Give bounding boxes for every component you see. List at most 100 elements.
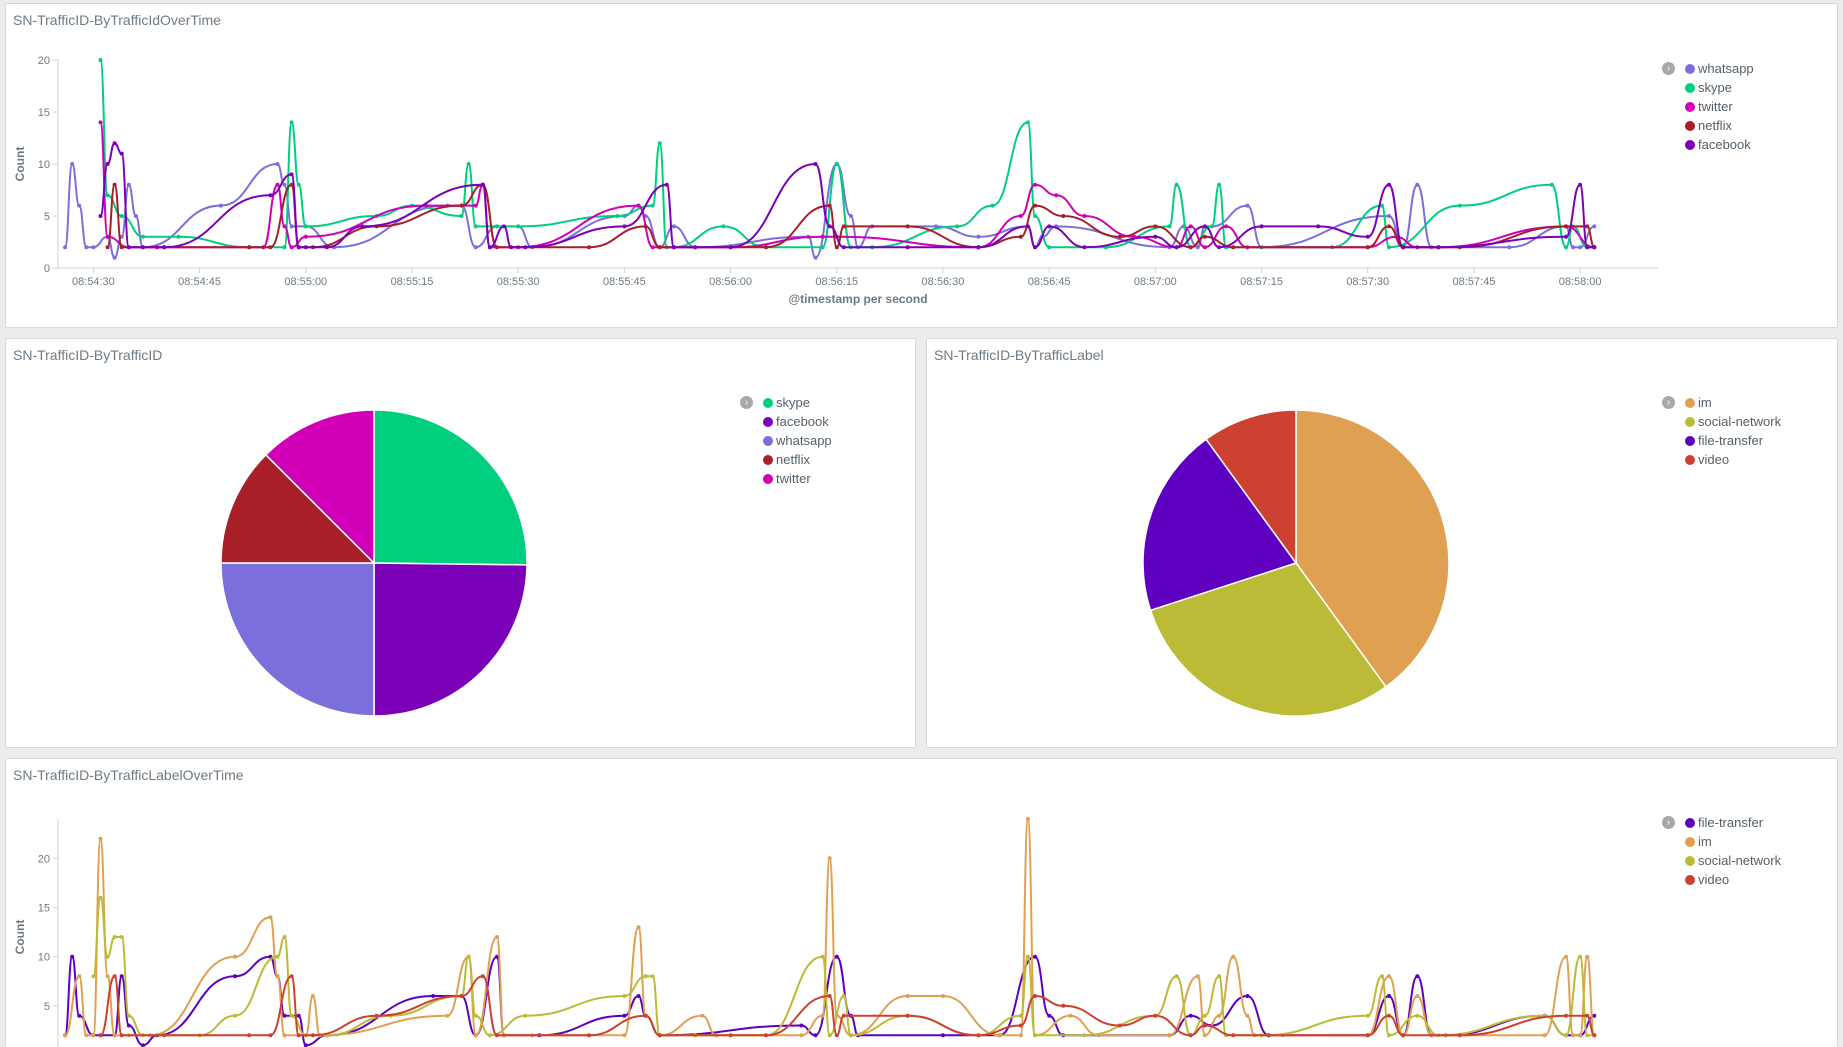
- data-point-twitter[interactable]: [98, 120, 103, 125]
- data-point-whatsapp[interactable]: [77, 203, 82, 208]
- data-point-file-transfer[interactable]: [1033, 954, 1037, 959]
- data-point-facebook[interactable]: [1082, 245, 1087, 250]
- data-point-facebook[interactable]: [671, 245, 676, 250]
- data-point-skype[interactable]: [459, 214, 464, 218]
- data-point-social-network[interactable]: [1174, 974, 1179, 979]
- data-point-im[interactable]: [310, 994, 315, 998]
- data-point-whatsapp[interactable]: [84, 245, 89, 250]
- data-point-facebook[interactable]: [268, 193, 273, 198]
- data-point-netflix[interactable]: [1188, 245, 1193, 250]
- data-point-social-network[interactable]: [275, 954, 280, 959]
- data-point-facebook[interactable]: [1436, 245, 1441, 250]
- data-point-skype[interactable]: [1033, 214, 1037, 218]
- legend-item-file-transfer[interactable]: file-transfer: [1685, 815, 1763, 831]
- data-point-facebook[interactable]: [1174, 245, 1179, 250]
- legend-item-im[interactable]: im: [1685, 395, 1712, 411]
- data-point-social-network[interactable]: [1025, 954, 1030, 959]
- data-point-social-network[interactable]: [126, 1013, 131, 1018]
- data-point-im[interactable]: [1564, 954, 1568, 959]
- data-point-im[interactable]: [700, 1013, 705, 1018]
- data-point-netflix[interactable]: [1061, 214, 1066, 218]
- data-point-skype[interactable]: [955, 224, 960, 229]
- data-point-video[interactable]: [643, 1013, 648, 1018]
- data-point-skype[interactable]: [1210, 224, 1214, 229]
- legend-item-twitter[interactable]: twitter: [1685, 99, 1733, 115]
- data-point-facebook[interactable]: [1217, 245, 1222, 250]
- data-point-social-network[interactable]: [466, 954, 471, 959]
- data-point-im[interactable]: [941, 994, 945, 998]
- data-point-file-transfer[interactable]: [1245, 994, 1250, 998]
- data-point-video[interactable]: [1061, 1003, 1066, 1008]
- data-point-whatsapp[interactable]: [671, 224, 676, 229]
- pie-slice-file-transfer[interactable]: [1142, 438, 1298, 612]
- data-point-skype[interactable]: [990, 203, 995, 208]
- data-point-netflix[interactable]: [459, 203, 464, 208]
- data-point-netflix[interactable]: [247, 245, 252, 250]
- data-point-video[interactable]: [310, 1033, 315, 1038]
- data-point-im[interactable]: [1231, 954, 1236, 959]
- data-point-social-network[interactable]: [473, 1013, 478, 1018]
- data-point-video[interactable]: [1033, 994, 1037, 998]
- data-point-video[interactable]: [494, 1033, 499, 1038]
- data-point-social-network[interactable]: [1585, 1033, 1590, 1038]
- data-point-skype[interactable]: [105, 193, 110, 198]
- data-point-facebook[interactable]: [1202, 224, 1207, 229]
- pie-slice-im[interactable]: [1295, 409, 1450, 688]
- data-point-social-network[interactable]: [91, 974, 96, 979]
- data-point-netflix[interactable]: [1202, 234, 1207, 239]
- data-point-im[interactable]: [1195, 974, 1200, 979]
- data-point-im[interactable]: [1585, 954, 1590, 959]
- data-point-social-network[interactable]: [98, 895, 103, 900]
- data-point-netflix[interactable]: [827, 203, 832, 208]
- data-point-file-transfer[interactable]: [622, 1013, 627, 1018]
- data-point-im[interactable]: [445, 1013, 450, 1018]
- data-point-facebook[interactable]: [693, 245, 698, 250]
- data-point-netflix[interactable]: [119, 245, 124, 250]
- data-point-netflix[interactable]: [105, 245, 110, 250]
- data-point-file-transfer[interactable]: [126, 1023, 131, 1028]
- data-point-whatsapp[interactable]: [848, 214, 853, 218]
- data-point-social-network[interactable]: [1387, 1033, 1391, 1038]
- data-point-netflix[interactable]: [643, 224, 648, 229]
- data-point-facebook[interactable]: [303, 245, 308, 250]
- legend-item-whatsapp[interactable]: whatsapp: [1685, 61, 1754, 77]
- legend-item-netflix[interactable]: netflix: [763, 452, 810, 468]
- data-point-social-network[interactable]: [487, 1033, 492, 1038]
- data-point-file-transfer[interactable]: [799, 1023, 804, 1028]
- data-point-netflix[interactable]: [494, 245, 499, 250]
- data-point-im[interactable]: [1068, 1013, 1073, 1018]
- data-point-video[interactable]: [1365, 1033, 1370, 1038]
- data-point-facebook[interactable]: [502, 224, 506, 229]
- data-point-whatsapp[interactable]: [63, 245, 68, 250]
- data-point-video[interactable]: [1153, 1013, 1158, 1018]
- data-point-social-network[interactable]: [1217, 974, 1222, 979]
- data-point-facebook[interactable]: [112, 141, 117, 146]
- data-point-video[interactable]: [374, 1013, 379, 1018]
- data-point-facebook[interactable]: [119, 151, 124, 156]
- series-line-twitter[interactable]: [99, 121, 1595, 249]
- data-point-twitter[interactable]: [820, 234, 825, 239]
- data-point-facebook[interactable]: [1401, 245, 1406, 250]
- data-point-skype[interactable]: [1174, 182, 1179, 187]
- data-point-file-transfer[interactable]: [494, 954, 499, 959]
- data-point-skype[interactable]: [721, 224, 726, 229]
- data-point-whatsapp[interactable]: [1578, 245, 1583, 250]
- data-point-file-transfer[interactable]: [1387, 994, 1391, 998]
- data-point-netflix[interactable]: [1387, 224, 1391, 229]
- pie-slice-video[interactable]: [1205, 409, 1297, 566]
- data-point-skype[interactable]: [657, 141, 662, 146]
- data-point-netflix[interactable]: [834, 245, 839, 250]
- data-point-file-transfer[interactable]: [70, 954, 75, 959]
- data-point-facebook[interactable]: [1564, 234, 1568, 239]
- data-point-whatsapp[interactable]: [813, 255, 818, 260]
- data-point-file-transfer[interactable]: [141, 1043, 145, 1047]
- legend-toggle-icon[interactable]: ›: [1662, 396, 1675, 409]
- data-point-skype[interactable]: [615, 214, 620, 218]
- data-point-facebook[interactable]: [98, 214, 103, 218]
- data-point-video[interactable]: [247, 1033, 252, 1038]
- data-point-whatsapp[interactable]: [91, 245, 96, 250]
- data-point-video[interactable]: [587, 1033, 591, 1038]
- data-point-video[interactable]: [1018, 1023, 1023, 1028]
- data-point-whatsapp[interactable]: [70, 162, 75, 166]
- data-point-facebook[interactable]: [1316, 224, 1321, 229]
